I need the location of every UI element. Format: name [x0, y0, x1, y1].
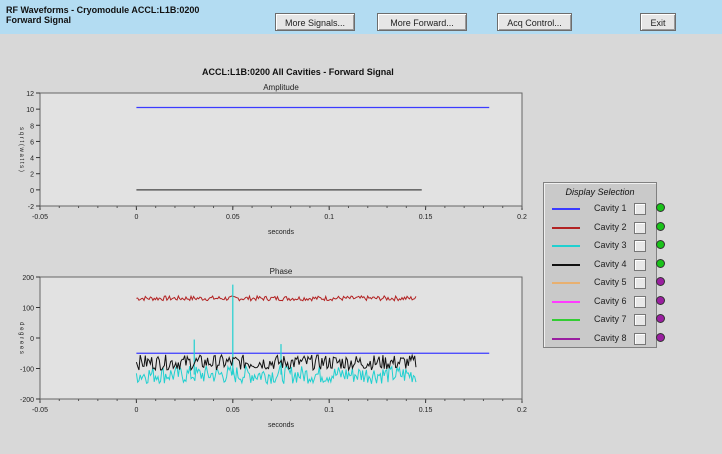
x-tick-label: 0.05 [226, 214, 240, 221]
window-title-line1: RF Waveforms - Cryomodule ACCL:L1B:0200 [6, 5, 200, 15]
main-plot-title: ACCL:L1B:0200 All Cavities - Forward Sig… [202, 67, 394, 77]
cavity-label: Cavity 8 [594, 332, 627, 343]
x-tick-label: -0.05 [32, 214, 48, 221]
cavity-checkbox[interactable] [634, 295, 646, 308]
cavity-checkbox[interactable] [634, 314, 646, 326]
cavity-checkbox[interactable] [634, 332, 646, 345]
cavity-status-led [656, 203, 665, 212]
cavity-color-swatch [552, 319, 580, 321]
cavity-label: Cavity 5 [594, 277, 627, 287]
cavity-row: Cavity 8 [550, 331, 650, 347]
display-selection-panel: Display Selection Cavity 1 Cavity 2 Cavity… [543, 182, 657, 348]
y-tick-label: 0 [30, 336, 34, 343]
cavity-color-swatch [552, 300, 580, 303]
y-tick-label: 0 [30, 188, 34, 195]
series-noise [135, 363, 417, 386]
y-tick-label: 200 [22, 275, 34, 282]
cavity-color-swatch [552, 208, 580, 210]
cavity-status-led [656, 295, 665, 305]
y-axis-label: d e g r e e s [18, 322, 24, 354]
plot-area [39, 276, 523, 400]
y-tick-label: 12 [26, 91, 34, 98]
y-tick-label: 10 [26, 107, 34, 114]
more-forward-button[interactable]: More Forward... [377, 13, 467, 31]
window-header: RF Waveforms - Cryomodule ACCL:L1B:0200 … [0, 0, 722, 34]
cavity-row: Cavity 5 [550, 275, 650, 291]
cavity-color-swatch [552, 282, 580, 284]
y-tick-label: 4 [30, 156, 34, 163]
cavity-row: Cavity 4 [550, 257, 650, 273]
x-tick-label: 0.1 [324, 214, 334, 221]
window-title-line2: Forward Signal [6, 15, 72, 25]
y-tick-label: -100 [20, 367, 34, 374]
series-noise [135, 353, 417, 372]
plot-area [39, 92, 523, 207]
cavity-label: Cavity 4 [594, 258, 627, 269]
cavity-row: Cavity 2 [550, 220, 650, 236]
cavity-label: Cavity 1 [594, 203, 627, 213]
cavity-color-swatch [552, 337, 580, 340]
cavity-row: Cavity 6 [550, 294, 650, 310]
cavity-color-swatch [552, 263, 580, 266]
x-tick-label: -0.05 [32, 407, 48, 414]
cavity-label: Cavity 6 [594, 295, 627, 306]
cavity-checkbox[interactable] [634, 258, 646, 271]
more-signals-button[interactable]: More Signals... [275, 13, 355, 31]
x-axis-label: seconds [268, 422, 295, 429]
y-tick-label: 100 [22, 306, 34, 313]
x-axis-label: seconds [268, 229, 295, 236]
cavity-row: Cavity 3 [550, 238, 650, 254]
cavity-label: Cavity 7 [594, 314, 627, 324]
cavity-label: Cavity 2 [594, 221, 627, 232]
y-tick-label: 2 [30, 172, 34, 179]
window-title: RF Waveforms - Cryomodule ACCL:L1B:0200 … [6, 5, 199, 25]
display-selection-title: Display Selection [565, 187, 635, 197]
cavity-checkbox[interactable] [634, 221, 646, 234]
y-tick-label: 6 [30, 139, 34, 146]
y-tick-label: -2 [28, 204, 34, 211]
cavity-checkbox[interactable] [634, 240, 646, 252]
cavity-label: Cavity 3 [594, 240, 627, 250]
y-axis-label: s q r t ( w a t t s ) [18, 127, 24, 172]
x-tick-label: 0 [134, 407, 138, 414]
x-tick-label: 0.05 [226, 407, 240, 414]
cavity-status-led [656, 258, 665, 268]
cavity-status-led [656, 221, 665, 231]
cavity-color-swatch [552, 245, 580, 247]
y-tick-label: -200 [20, 397, 34, 404]
cavity-status-led [656, 277, 665, 286]
plot-title: Phase [270, 267, 293, 276]
y-tick-label: 8 [30, 123, 34, 130]
cavity-row: Cavity 7 [550, 312, 650, 328]
plot-title: Amplitude [263, 83, 299, 92]
x-tick-label: 0.1 [324, 407, 334, 414]
cavity-checkbox[interactable] [634, 277, 646, 289]
cavity-color-swatch [552, 226, 580, 229]
cavity-status-led [656, 240, 665, 249]
acq-control-button[interactable]: Acq Control... [497, 13, 572, 31]
cavity-row: Cavity 1 [550, 201, 650, 217]
cavity-status-led [656, 314, 665, 323]
x-tick-label: 0.2 [517, 407, 527, 414]
x-tick-label: 0.15 [419, 407, 433, 414]
x-tick-label: 0 [134, 214, 138, 221]
cavity-checkbox[interactable] [634, 203, 646, 215]
series-noise [136, 294, 417, 302]
x-tick-label: 0.15 [419, 214, 433, 221]
cavity-status-led [656, 332, 665, 342]
x-tick-label: 0.2 [517, 214, 527, 221]
exit-button[interactable]: Exit [640, 13, 676, 31]
